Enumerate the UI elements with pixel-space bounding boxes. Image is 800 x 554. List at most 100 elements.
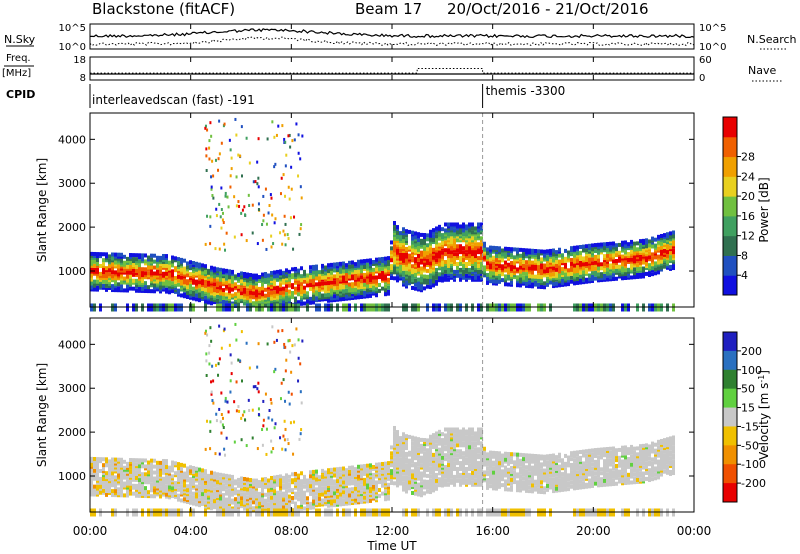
power-cell <box>480 236 483 241</box>
power-cell <box>348 282 351 287</box>
velocity-cell <box>147 490 150 495</box>
power-cell <box>429 273 432 278</box>
velocity-cell <box>309 491 312 496</box>
power-cell <box>213 278 216 283</box>
velocity-cell <box>126 479 129 484</box>
power-ylabel: Slant Range [km] <box>35 158 49 262</box>
power-cell <box>621 254 624 259</box>
power-cell <box>267 273 270 278</box>
power-cell <box>204 242 207 246</box>
power-cell <box>237 292 240 297</box>
power-cell <box>444 240 447 245</box>
power-cell <box>218 152 221 156</box>
velocity-cell <box>111 479 114 484</box>
power-cell <box>630 249 633 254</box>
power-cell <box>257 185 260 189</box>
power-cell <box>426 243 429 248</box>
power-cell <box>396 234 399 239</box>
velocity-cell <box>333 485 336 490</box>
velocity-cell <box>330 501 333 506</box>
power-cell <box>483 255 486 260</box>
freq-left-tick-bottom: 8 <box>80 73 86 84</box>
power-cell <box>561 271 564 276</box>
power-cell <box>213 266 216 271</box>
power-cell <box>105 287 108 292</box>
power-cell <box>498 269 501 274</box>
velocity-cell <box>96 462 99 467</box>
velocity-cell <box>405 487 408 492</box>
velocity-cell <box>417 482 420 487</box>
power-cell <box>609 245 612 250</box>
power-cell <box>411 240 414 245</box>
power-cell <box>531 248 534 253</box>
power-cell <box>198 274 201 279</box>
velocity-cell <box>405 463 408 468</box>
power-cell <box>525 260 528 265</box>
power-cell <box>267 291 270 296</box>
velocity-cell <box>393 481 396 486</box>
velocity-cell <box>240 476 243 481</box>
power-cell <box>205 154 208 158</box>
power-cell <box>438 272 441 277</box>
power-cell <box>186 273 189 278</box>
power-cell <box>126 256 129 261</box>
power-cell <box>129 264 132 269</box>
power-cell <box>303 301 306 306</box>
power-cell <box>516 247 519 252</box>
velocity-cell <box>300 491 303 496</box>
power-cell <box>348 260 351 265</box>
velocity-cell <box>414 462 417 467</box>
power-cell <box>275 133 278 137</box>
freq-label: Freq. <box>6 53 31 64</box>
power-cell <box>342 293 345 298</box>
power-cell <box>198 292 201 297</box>
power-cell <box>223 242 226 246</box>
power-cell <box>405 270 408 275</box>
power-cell <box>282 229 285 233</box>
power-cell <box>222 221 225 225</box>
power-cell <box>585 248 588 253</box>
power-cell <box>603 273 606 278</box>
power-cell <box>209 215 212 219</box>
power-cell <box>309 275 312 280</box>
power-cell <box>215 207 218 211</box>
power-cell <box>588 273 591 278</box>
power-cell <box>519 269 522 274</box>
power-cell <box>217 157 220 161</box>
power-cell <box>672 234 675 239</box>
power-cell <box>444 273 447 278</box>
velocity-cell <box>237 477 240 482</box>
velocity-cell <box>135 458 138 463</box>
power-cell <box>183 292 186 297</box>
velocity-cell <box>390 455 393 460</box>
power-cell <box>238 204 241 208</box>
power-cell <box>672 230 675 235</box>
power-cell <box>225 292 228 297</box>
velocity-cell <box>141 458 144 463</box>
power-cell <box>552 272 555 277</box>
velocity-cell <box>387 490 390 495</box>
power-cell <box>510 280 513 285</box>
power-cell <box>300 196 303 200</box>
power-cell <box>447 254 450 259</box>
power-cell <box>426 237 429 242</box>
power-cell <box>447 222 450 227</box>
velocity-cell <box>228 488 231 493</box>
power-cell <box>378 257 381 262</box>
velocity-cell <box>354 486 357 491</box>
velocity-cell <box>198 493 201 498</box>
power-cell <box>357 269 360 274</box>
velocity-cell <box>225 479 228 484</box>
power-cell <box>336 279 339 284</box>
power-cell <box>408 275 411 280</box>
nave-series-line <box>90 68 694 74</box>
freq-unit-label: [MHz] <box>2 68 31 79</box>
power-cell <box>486 247 489 252</box>
power-cell <box>468 222 471 227</box>
power-cell <box>135 288 138 293</box>
power-cell <box>333 286 336 291</box>
power-cell <box>153 283 156 288</box>
power-cell <box>273 221 276 225</box>
velocity-cell <box>168 465 171 470</box>
power-cell <box>537 249 540 254</box>
